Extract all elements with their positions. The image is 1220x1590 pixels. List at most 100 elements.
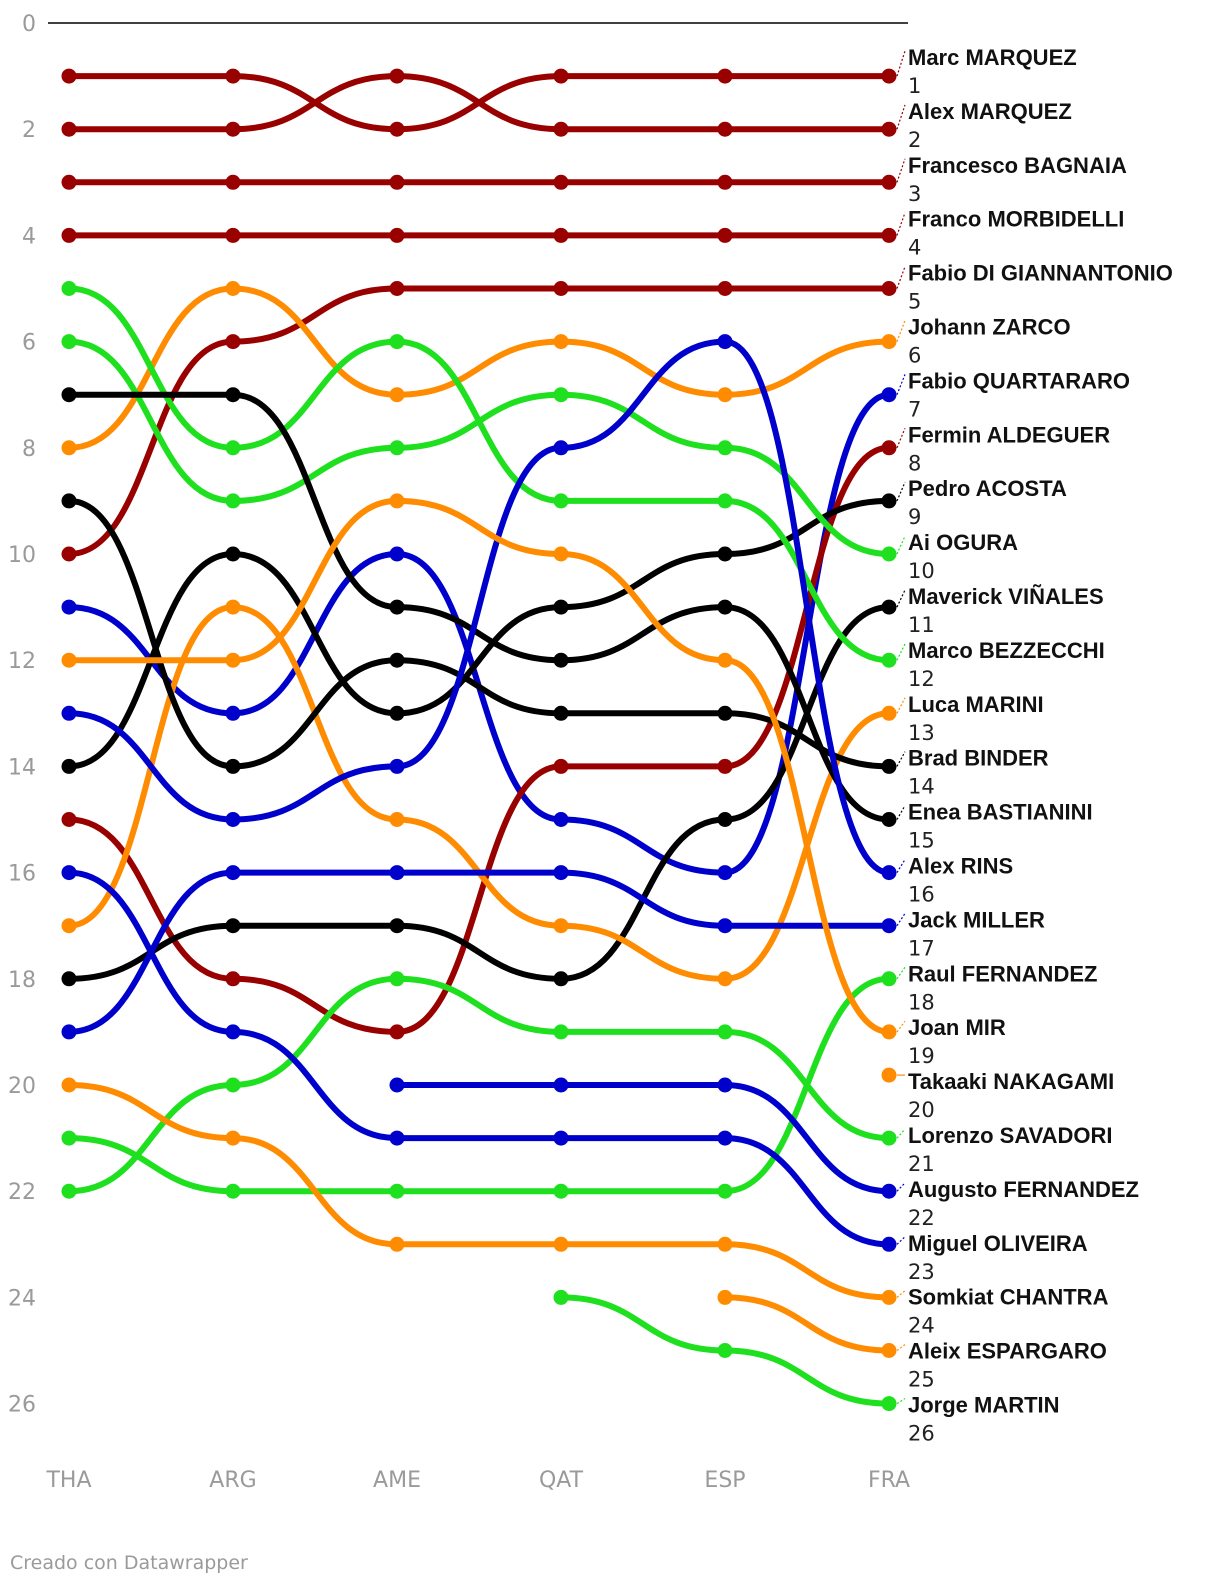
data-point xyxy=(881,121,897,137)
y-tick-label: 26 xyxy=(8,1393,36,1418)
data-point xyxy=(61,705,77,721)
rider-name-label: Maverick VIÑALES xyxy=(908,584,1104,609)
data-point xyxy=(389,334,405,350)
y-tick-label: 6 xyxy=(22,331,36,356)
rider-name-label: Brad BINDER xyxy=(908,746,1049,771)
rider-rank-label: 18 xyxy=(908,990,935,1014)
y-tick-label: 22 xyxy=(8,1180,36,1205)
label-connector xyxy=(896,212,906,236)
rider-rank-label: 14 xyxy=(908,775,935,799)
label-connector xyxy=(896,320,906,342)
data-point xyxy=(881,281,897,296)
data-point xyxy=(61,865,77,881)
data-point xyxy=(389,546,405,562)
series-line xyxy=(66,1082,892,1301)
y-tick-label: 16 xyxy=(8,862,36,887)
data-point xyxy=(389,599,405,615)
data-point xyxy=(881,174,897,190)
data-point xyxy=(61,1130,77,1146)
series-line xyxy=(66,975,892,1195)
x-tick-label: AME xyxy=(373,1468,421,1493)
series-line xyxy=(66,73,892,133)
credit-text: Creado con Datawrapper xyxy=(10,1552,248,1574)
data-point xyxy=(881,599,897,615)
rider-rank-label: 23 xyxy=(908,1260,935,1284)
y-tick-label: 12 xyxy=(8,649,36,674)
data-point xyxy=(881,227,897,243)
data-point xyxy=(225,334,241,350)
label-connector xyxy=(896,1397,906,1405)
series-line xyxy=(66,497,892,770)
data-point xyxy=(553,652,569,668)
data-point xyxy=(61,281,77,296)
data-point xyxy=(881,758,897,774)
label-connector xyxy=(896,481,906,502)
rider-name-label: Augusto FERNANDEZ xyxy=(908,1177,1139,1202)
label-connector xyxy=(896,859,906,873)
data-point xyxy=(717,812,733,827)
label-connector xyxy=(896,104,906,130)
series-line xyxy=(66,73,892,133)
data-point xyxy=(61,68,77,84)
data-point xyxy=(389,174,405,190)
data-point xyxy=(61,546,77,562)
data-point xyxy=(225,865,241,881)
rider-rank-label: 22 xyxy=(908,1206,935,1230)
data-point xyxy=(225,758,241,774)
data-point xyxy=(553,174,569,190)
series-line xyxy=(394,1081,892,1195)
data-point xyxy=(61,812,77,827)
data-point xyxy=(717,387,733,403)
data-point xyxy=(717,174,733,190)
data-point xyxy=(225,546,241,562)
rider-name-label: Aleix ESPARGARO xyxy=(908,1339,1107,1364)
label-connector xyxy=(896,966,906,980)
data-point xyxy=(717,493,733,509)
data-point xyxy=(225,387,241,403)
data-point xyxy=(225,652,241,668)
data-point xyxy=(717,971,733,987)
data-point xyxy=(717,1024,733,1040)
data-point xyxy=(553,1183,569,1199)
data-point xyxy=(389,281,405,296)
label-connector xyxy=(896,1290,906,1298)
rider-name-label: Fabio DI GIANNANTONIO xyxy=(908,261,1173,286)
x-tick-label: FRA xyxy=(868,1468,910,1493)
data-point xyxy=(717,1289,733,1305)
x-tick-label: THA xyxy=(45,1468,91,1493)
y-tick-label: 0 xyxy=(22,12,36,37)
data-point xyxy=(225,281,241,296)
x-tick-label: QAT xyxy=(539,1468,584,1493)
rider-rank-label: 7 xyxy=(908,397,921,421)
data-point xyxy=(61,971,77,987)
data-point xyxy=(389,387,405,403)
label-connector xyxy=(896,1236,906,1245)
y-tick-label: 14 xyxy=(8,755,36,780)
label-connector xyxy=(896,751,906,767)
data-point xyxy=(881,1236,897,1252)
data-point xyxy=(389,918,405,934)
data-point xyxy=(717,334,733,350)
label-connector xyxy=(896,1182,906,1192)
data-point xyxy=(389,440,405,456)
data-point xyxy=(881,387,897,403)
label-connector xyxy=(896,589,906,608)
label-connector xyxy=(896,1020,906,1033)
data-point xyxy=(389,812,405,827)
rider-rank-label: 5 xyxy=(908,290,921,314)
data-point xyxy=(553,546,569,562)
rider-name-label: Miguel OLIVEIRA xyxy=(908,1231,1088,1256)
series-line xyxy=(66,604,892,982)
data-point xyxy=(225,174,241,190)
label-connector xyxy=(896,697,906,714)
label-connector xyxy=(896,805,906,820)
data-point xyxy=(553,1289,569,1305)
rider-name-label: Jack MILLER xyxy=(908,907,1045,932)
rider-rank-label: 12 xyxy=(908,667,935,691)
data-point xyxy=(61,440,77,456)
data-point xyxy=(553,227,569,243)
rider-rank-label: 2 xyxy=(908,128,921,152)
data-point xyxy=(389,971,405,987)
data-point xyxy=(225,440,241,456)
